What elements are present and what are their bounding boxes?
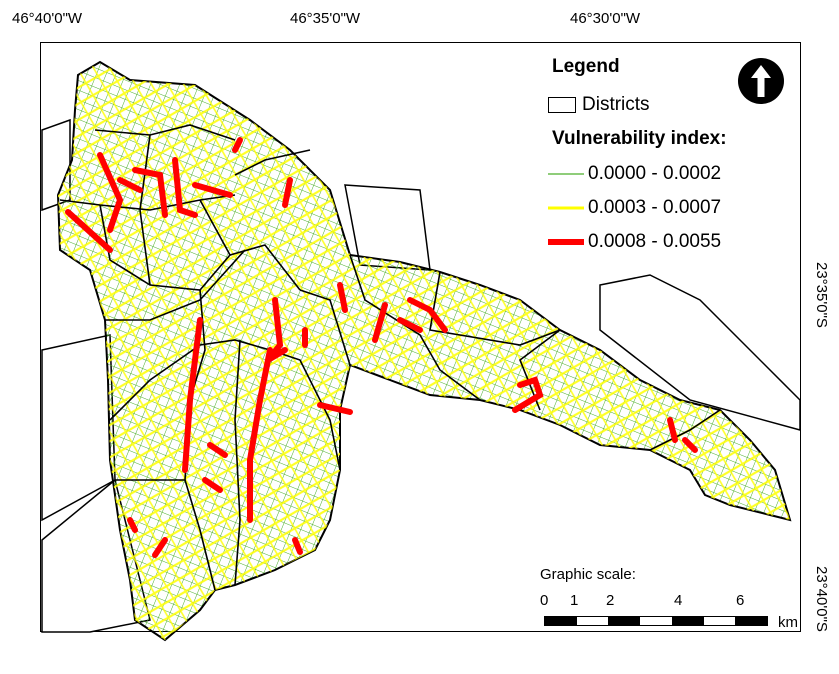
- class-medium-label: 0.0003 - 0.0007: [588, 197, 722, 218]
- scale-label-6: 6: [736, 592, 745, 609]
- scale-title: Graphic scale:: [540, 566, 636, 583]
- district-borders: [59, 124, 721, 591]
- scale-unit: km: [778, 614, 798, 631]
- tick-top-3: 46°30'0"W: [570, 10, 641, 27]
- tick-right-1: 23°35'0"S: [813, 262, 830, 328]
- vulnerability-title: Vulnerability index:: [552, 128, 727, 149]
- outer-districts: [41, 118, 801, 633]
- tick-top-2: 46°35'0"W: [290, 10, 361, 27]
- class-high-label: 0.0008 - 0.0055: [588, 231, 722, 252]
- districts-label: Districts: [582, 94, 650, 115]
- district-swatch: [548, 97, 576, 113]
- scale-label-4: 4: [674, 592, 683, 609]
- scale-label-2: 2: [606, 592, 615, 609]
- tick-right-2: 23°40'0"S: [813, 566, 830, 632]
- legend-class-low: 0.0000 - 0.0002: [548, 163, 721, 185]
- scale-bar: [544, 616, 768, 626]
- scale-label-1: 1: [570, 592, 579, 609]
- legend-class-high: 0.0008 - 0.0055: [548, 231, 721, 253]
- legend-class-medium: 0.0003 - 0.0007: [548, 197, 721, 219]
- tick-top-1: 46°40'0"W: [12, 10, 83, 27]
- north-arrow-icon: [738, 58, 784, 104]
- scale-label-0: 0: [540, 592, 549, 609]
- medium-line-swatch: [548, 206, 584, 210]
- legend-title: Legend: [552, 56, 620, 77]
- low-line-swatch: [548, 173, 584, 175]
- class-low-label: 0.0000 - 0.0002: [588, 163, 722, 184]
- high-line-swatch: [548, 239, 584, 245]
- road-network: [56, 60, 792, 642]
- high-vulnerability-segments: [65, 137, 698, 558]
- legend-districts: Districts: [548, 94, 650, 116]
